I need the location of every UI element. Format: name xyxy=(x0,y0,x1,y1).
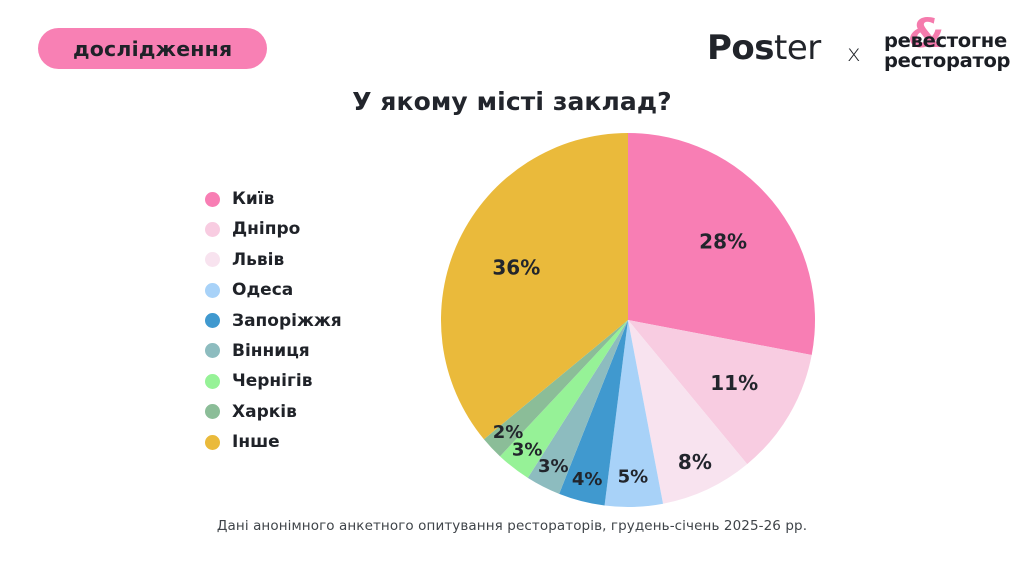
legend-item: Вінниця xyxy=(205,340,342,361)
poster-logo-bold: Pos xyxy=(707,28,775,68)
legend-label: Запоріжжя xyxy=(232,310,342,331)
pie-slice-8 xyxy=(483,320,628,457)
legend-dot-icon xyxy=(205,221,220,237)
legend-dot-icon xyxy=(205,373,220,389)
legend-label: Чернігів xyxy=(232,371,313,392)
legend-label: Одеса xyxy=(232,280,294,301)
legend-dot-icon xyxy=(205,252,220,268)
pie-label: 5% xyxy=(618,467,649,488)
pie-label: 4% xyxy=(572,469,603,490)
pie-slice-3 xyxy=(628,320,748,504)
source-note: Дані анонімного анкетного опитування рес… xyxy=(216,518,808,534)
pie-slice-7 xyxy=(499,320,628,478)
pie-label: 11% xyxy=(710,371,758,395)
pie-label: 28% xyxy=(699,229,747,253)
legend-label: Київ xyxy=(232,189,275,209)
legend-label: Львів xyxy=(232,249,285,270)
legend-dot-icon xyxy=(205,404,220,420)
legend-dot-icon xyxy=(205,434,220,450)
pie-label: 8% xyxy=(678,450,712,474)
brand-x-separator: x xyxy=(847,41,861,67)
legend-dot-icon xyxy=(205,343,220,359)
legend-item: Інше xyxy=(205,432,342,453)
legend-dot-icon xyxy=(205,313,220,329)
pie-label: 2% xyxy=(493,422,524,443)
pie-slice-5 xyxy=(559,320,628,506)
research-badge: дослідження xyxy=(38,28,268,69)
pie-slice-4 xyxy=(604,320,664,508)
pie-slice-6 xyxy=(527,320,628,494)
legend-dot-icon xyxy=(205,191,220,207)
pie-slice-1 xyxy=(628,133,816,356)
legend-item: Київ xyxy=(205,189,342,209)
research-badge-label: дослідження xyxy=(73,36,233,61)
chart-title: У якому місті заклад? xyxy=(352,87,672,116)
legend-item: Запоріжжя xyxy=(205,310,342,331)
pie-slice-9 xyxy=(440,133,628,440)
legend-label: Харків xyxy=(232,401,297,422)
legend-item: Львів xyxy=(205,249,342,270)
partner-logo-line1: ревестогне xyxy=(884,29,1007,52)
legend-label: Інше xyxy=(232,432,280,453)
legend-item: Одеса xyxy=(205,280,342,301)
pie-label: 36% xyxy=(492,256,540,280)
pie-chart-svg: 28%11%8%5%4%3%3%2%36% xyxy=(440,133,816,508)
pie-label: 3% xyxy=(538,456,569,477)
partner-logo-line2: ресторатор xyxy=(884,49,1011,72)
legend-dot-icon xyxy=(205,282,220,298)
partner-logo: & ревестогне ресторатор xyxy=(884,14,1011,72)
poster-logo: Poster xyxy=(707,31,821,65)
pie-label: 3% xyxy=(512,440,543,461)
pie-slice-2 xyxy=(628,320,812,465)
legend-label: Дніпро xyxy=(232,219,301,240)
pie-chart: 28% 11% 8% 5% 4% 3% 3% 2% 36% xyxy=(428,120,828,520)
legend-item: Чернігів xyxy=(205,371,342,392)
legend-item: Харків xyxy=(205,401,342,422)
chart-legend: Київ Дніпро Львів Одеса Запоріжжя Вінниця Черн… xyxy=(205,189,342,453)
legend-label: Вінниця xyxy=(232,340,310,361)
ampersand-icon: & xyxy=(909,11,944,57)
legend-item: Дніпро xyxy=(205,219,342,240)
poster-logo-light: ter xyxy=(774,28,821,68)
